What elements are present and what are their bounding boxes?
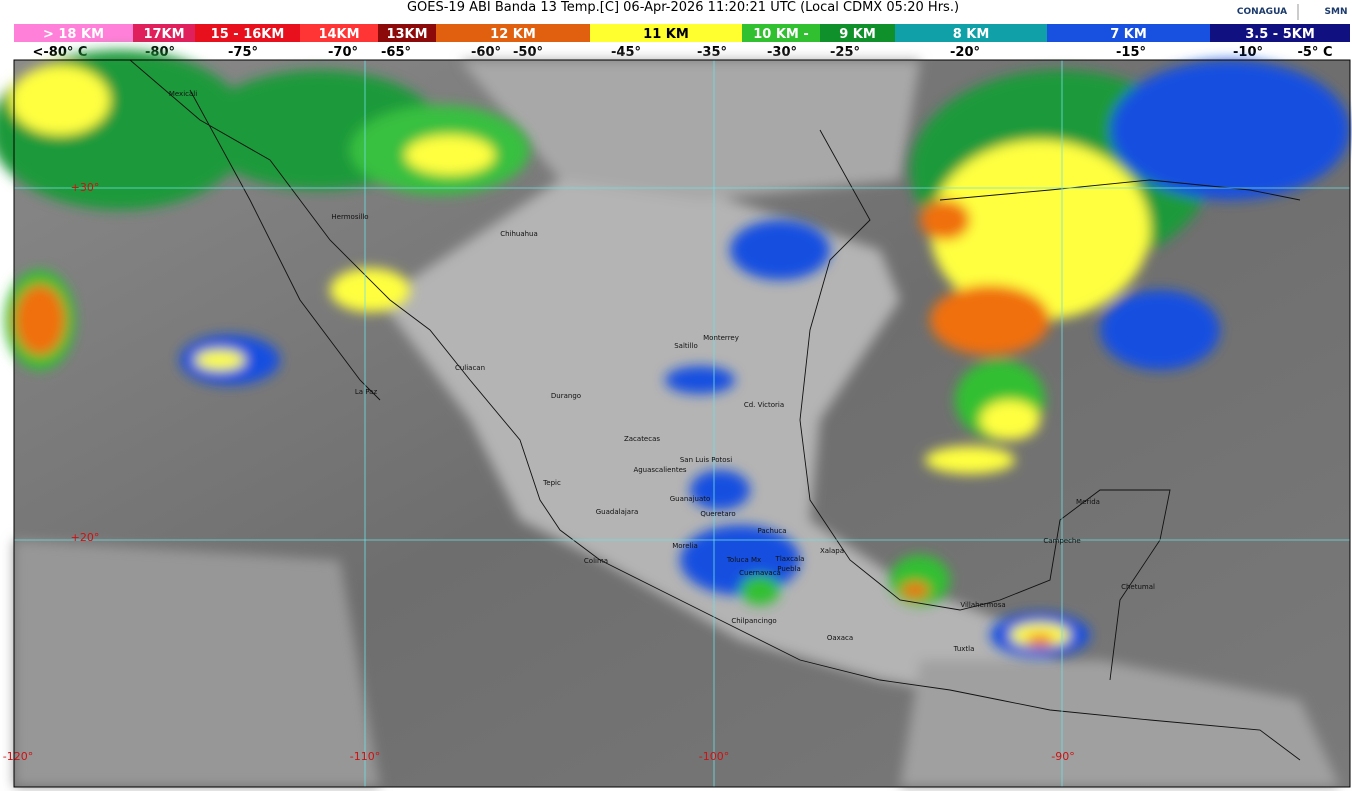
- city-label: Oaxaca: [827, 634, 853, 642]
- legend-temp: -70°: [328, 45, 358, 60]
- legend-temp: -50°: [513, 45, 543, 60]
- legend-band: [895, 24, 1047, 42]
- legend-band: [1047, 24, 1210, 42]
- grid-label: -120°: [3, 750, 33, 763]
- legend-band-label: 14KM: [318, 27, 359, 42]
- legend-band-label: 15 - 16KM: [211, 27, 285, 42]
- legend-band: [1210, 24, 1350, 42]
- legend-band: [820, 24, 895, 42]
- city-label: Chilpancingo: [731, 617, 776, 625]
- legend-band-label: 12 KM: [490, 27, 536, 42]
- city-label: Hermosillo: [331, 213, 368, 221]
- legend: > 18 KM 17KM 15 - 16KM 14KM 13KM 12 KM 11 KM 10…: [14, 24, 1350, 60]
- legend-band: [742, 24, 820, 42]
- city-label: Culiacan: [455, 364, 485, 372]
- legend-temp: -45°: [611, 45, 641, 60]
- city-label: Toluca Mx: [726, 556, 761, 564]
- map-frame: [13, 59, 1351, 788]
- legend-temp: -30°: [767, 45, 797, 60]
- legend-band-label: 3.5 - 5KM: [1245, 27, 1315, 42]
- map-labels: +30° +20° -120° -110° -100° -90° Mexicali Hermo…: [3, 90, 1155, 763]
- legend-band: [133, 24, 195, 42]
- land-brightness: [14, 60, 1340, 787]
- city-label: Tepic: [542, 479, 561, 487]
- grid-label: -100°: [699, 750, 729, 763]
- legend-band-label: 17KM: [143, 27, 184, 42]
- legend-band-label: 10 KM -: [753, 27, 809, 42]
- legend-band-label: 13KM: [386, 27, 427, 42]
- legend-band: [300, 24, 378, 42]
- city-label: Chetumal: [1121, 583, 1155, 591]
- city-label: Durango: [551, 392, 581, 400]
- grid-label: +20°: [71, 531, 100, 544]
- map: +30° +20° -120° -110° -100° -90° Mexicali Hermo…: [0, 50, 1351, 788]
- city-label: Villahermosa: [960, 601, 1005, 609]
- logo-conagua: CONAGUA: [1237, 7, 1287, 17]
- coastline: [129, 59, 1301, 761]
- legend-temp: -15°: [1116, 45, 1146, 60]
- city-label: San Luis Potosi: [680, 456, 732, 464]
- city-label: Merida: [1076, 498, 1100, 506]
- legend-temp: -20°: [950, 45, 980, 60]
- legend-band-label: 9 KM: [839, 27, 876, 42]
- legend-band-label: 8 KM: [953, 27, 990, 42]
- city-label: Morelia: [672, 542, 698, 550]
- legend-temp: -65°: [381, 45, 411, 60]
- legend-band-label: 7 KM: [1110, 27, 1147, 42]
- city-label: Pachuca: [757, 527, 786, 535]
- legend-band-label: 11 KM: [643, 27, 689, 42]
- city-label: Puebla: [777, 565, 801, 573]
- logo-smn: SMN: [1325, 7, 1348, 17]
- grid-label: +30°: [71, 181, 100, 194]
- city-label: Aguascalientes: [633, 466, 686, 474]
- legend-band-label: > 18 KM: [43, 27, 104, 42]
- graticule: [14, 60, 1350, 787]
- legend-temp: -5° C: [1297, 45, 1332, 60]
- legend-band: [590, 24, 742, 42]
- legend-band: [14, 24, 133, 42]
- city-label: La Paz: [355, 388, 378, 396]
- city-label: Tlaxcala: [775, 555, 805, 563]
- city-label: Queretaro: [700, 510, 735, 518]
- city-label: Cuernavaca: [739, 569, 781, 577]
- legend-temp: -35°: [697, 45, 727, 60]
- city-label: Monterrey: [703, 334, 739, 342]
- city-label: Xalapa: [820, 547, 844, 555]
- grid-label: -90°: [1051, 750, 1074, 763]
- city-label: Zacatecas: [624, 435, 660, 443]
- cloud-tops: [0, 50, 1350, 657]
- city-label: Cd. Victoria: [744, 401, 784, 409]
- legend-band: [378, 24, 436, 42]
- legend-temp: -10°: [1233, 45, 1263, 60]
- grid-label: -110°: [350, 750, 380, 763]
- legend-temp: -75°: [228, 45, 258, 60]
- city-label: Mexicali: [169, 90, 197, 98]
- city-label: Saltillo: [674, 342, 698, 350]
- city-label: Guanajuato: [670, 495, 711, 503]
- city-label: Tuxtla: [953, 645, 975, 653]
- city-label: Chihuahua: [500, 230, 538, 238]
- city-label: Colima: [584, 557, 608, 565]
- legend-band: [195, 24, 300, 42]
- title: GOES-19 ABI Banda 13 Temp.[C] 06-Apr-202…: [407, 0, 959, 15]
- legend-temp: -25°: [830, 45, 860, 60]
- legend-temp: -60°: [471, 45, 501, 60]
- city-label: Campeche: [1043, 537, 1080, 545]
- city-label: Guadalajara: [596, 508, 639, 516]
- legend-band: [436, 24, 590, 42]
